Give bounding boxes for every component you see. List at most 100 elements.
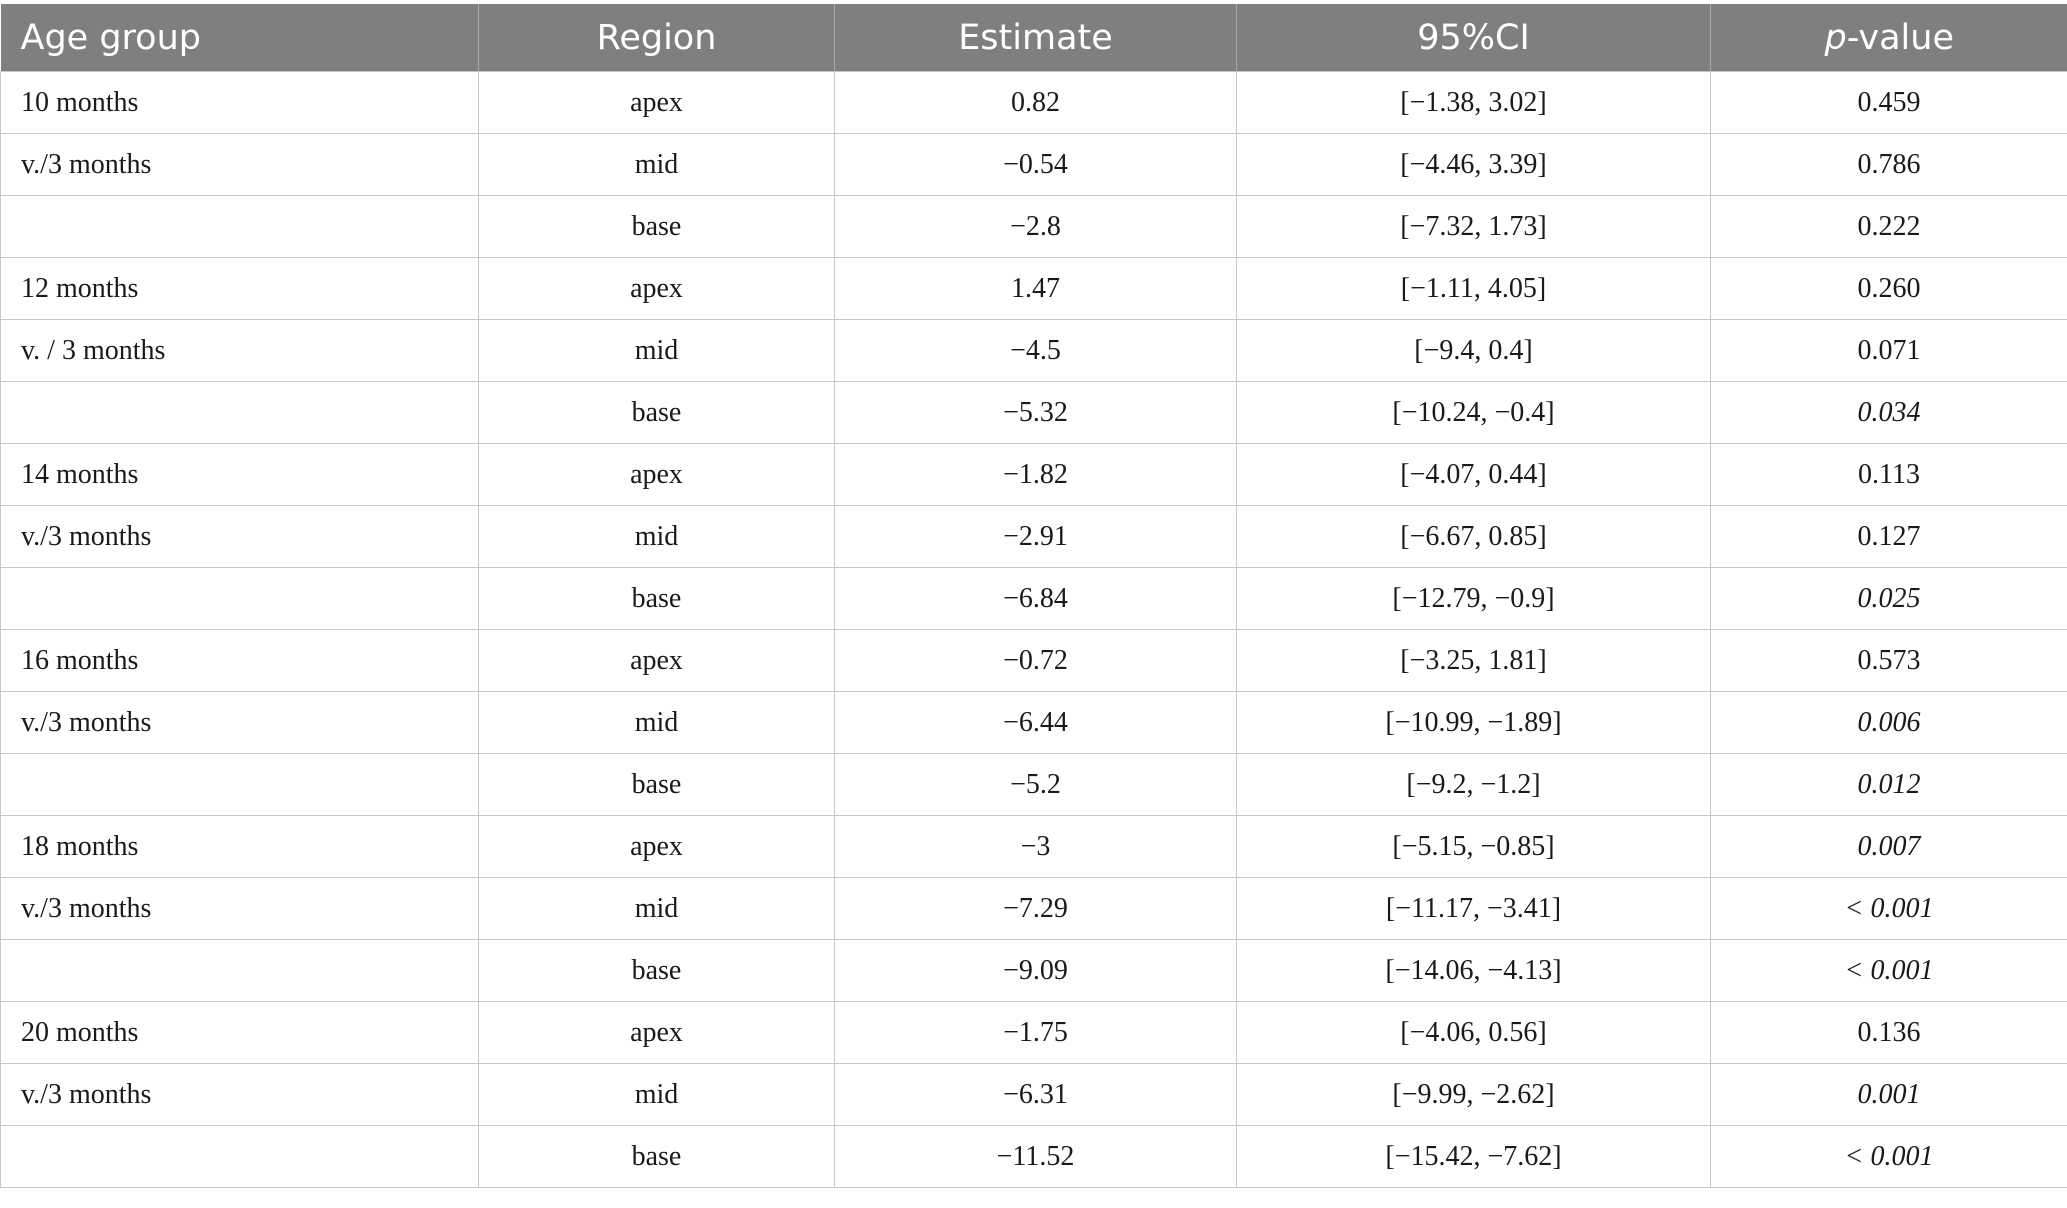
table-row: v./3 months mid −2.91 [−6.67, 0.85] 0.127 — [0, 505, 2067, 568]
cell-region: base — [478, 567, 835, 630]
table-row: base −5.32 [−10.24, −0.4] 0.034 — [0, 381, 2067, 444]
cell-ci: [−10.99, −1.89] — [1236, 691, 1711, 754]
cell-ci: [−14.06, −4.13] — [1236, 939, 1711, 1002]
cell-age-group: 18 months — [0, 815, 479, 878]
cell-age-group: v./3 months — [0, 505, 479, 568]
cell-p-value: < 0.001 — [1710, 1125, 2067, 1188]
cell-estimate: −1.75 — [834, 1001, 1237, 1064]
cell-region: apex — [478, 443, 835, 506]
cell-p-value: 0.459 — [1710, 71, 2067, 134]
header-region: Region — [478, 4, 835, 72]
cell-p-value: 0.012 — [1710, 753, 2067, 816]
cell-region: mid — [478, 877, 835, 940]
cell-ci: [−9.99, −2.62] — [1236, 1063, 1711, 1126]
cell-ci: [−9.4, 0.4] — [1236, 319, 1711, 382]
cell-region: apex — [478, 257, 835, 320]
cell-estimate: −6.31 — [834, 1063, 1237, 1126]
header-estimate: Estimate — [834, 4, 1237, 72]
table-body: 10 months apex 0.82 [−1.38, 3.02] 0.459 v./3 … — [0, 71, 2067, 1188]
cell-p-value: 0.034 — [1710, 381, 2067, 444]
cell-estimate: −11.52 — [834, 1125, 1237, 1188]
cell-ci: [−5.15, −0.85] — [1236, 815, 1711, 878]
cell-estimate: −0.54 — [834, 133, 1237, 196]
header-row: Age group Region Estimate 95%CI p-value — [0, 4, 2067, 72]
cell-estimate: −6.44 — [834, 691, 1237, 754]
table-row: v./3 months mid −7.29 [−11.17, −3.41] < 0.00… — [0, 877, 2067, 940]
cell-ci: [−10.24, −0.4] — [1236, 381, 1711, 444]
cell-estimate: −5.32 — [834, 381, 1237, 444]
cell-ci: [−9.2, −1.2] — [1236, 753, 1711, 816]
table-row: base −5.2 [−9.2, −1.2] 0.012 — [0, 753, 2067, 816]
cell-age-group — [0, 753, 479, 816]
cell-p-value: < 0.001 — [1710, 877, 2067, 940]
cell-ci: [−4.07, 0.44] — [1236, 443, 1711, 506]
cell-region: apex — [478, 71, 835, 134]
cell-region: mid — [478, 319, 835, 382]
cell-estimate: −6.84 — [834, 567, 1237, 630]
cell-age-group: v./3 months — [0, 1063, 479, 1126]
cell-age-group: 14 months — [0, 443, 479, 506]
cell-p-value: 0.025 — [1710, 567, 2067, 630]
cell-ci: [−6.67, 0.85] — [1236, 505, 1711, 568]
cell-age-group: 20 months — [0, 1001, 479, 1064]
cell-region: base — [478, 381, 835, 444]
cell-age-group — [0, 939, 479, 1002]
cell-age-group — [0, 195, 479, 258]
cell-estimate: −1.82 — [834, 443, 1237, 506]
table-row: 10 months apex 0.82 [−1.38, 3.02] 0.459 — [0, 71, 2067, 134]
cell-age-group: v. / 3 months — [0, 319, 479, 382]
table-row: 14 months apex −1.82 [−4.07, 0.44] 0.113 — [0, 443, 2067, 506]
cell-age-group: 10 months — [0, 71, 479, 134]
cell-ci: [−15.42, −7.62] — [1236, 1125, 1711, 1188]
cell-ci: [−7.32, 1.73] — [1236, 195, 1711, 258]
cell-region: apex — [478, 629, 835, 692]
cell-ci: [−1.11, 4.05] — [1236, 257, 1711, 320]
header-age-group: Age group — [0, 4, 479, 72]
cell-estimate: 1.47 — [834, 257, 1237, 320]
cell-region: mid — [478, 1063, 835, 1126]
cell-estimate: −2.8 — [834, 195, 1237, 258]
cell-p-value: 0.071 — [1710, 319, 2067, 382]
table-row: base −9.09 [−14.06, −4.13] < 0.001 — [0, 939, 2067, 1002]
table-row: v./3 months mid −6.44 [−10.99, −1.89] 0.006 — [0, 691, 2067, 754]
cell-p-value: 0.222 — [1710, 195, 2067, 258]
table-header: Age group Region Estimate 95%CI p-value — [0, 4, 2067, 72]
cell-region: base — [478, 195, 835, 258]
table-row: base −2.8 [−7.32, 1.73] 0.222 — [0, 195, 2067, 258]
cell-estimate: −3 — [834, 815, 1237, 878]
cell-region: base — [478, 1125, 835, 1188]
cell-p-value: 0.113 — [1710, 443, 2067, 506]
cell-ci: [−1.38, 3.02] — [1236, 71, 1711, 134]
results-table: Age group Region Estimate 95%CI p-value … — [0, 4, 2067, 1188]
cell-age-group: 16 months — [0, 629, 479, 692]
cell-p-value: 0.006 — [1710, 691, 2067, 754]
cell-p-value: 0.260 — [1710, 257, 2067, 320]
cell-region: mid — [478, 691, 835, 754]
cell-region: mid — [478, 133, 835, 196]
cell-age-group: v./3 months — [0, 877, 479, 940]
cell-region: base — [478, 753, 835, 816]
cell-region: mid — [478, 505, 835, 568]
header-p-letter: p — [1824, 17, 1847, 58]
cell-age-group — [0, 567, 479, 630]
table-row: 12 months apex 1.47 [−1.11, 4.05] 0.260 — [0, 257, 2067, 320]
cell-age-group: 12 months — [0, 257, 479, 320]
cell-region: apex — [478, 1001, 835, 1064]
table-row: base −6.84 [−12.79, −0.9] 0.025 — [0, 567, 2067, 630]
results-table-container: Age group Region Estimate 95%CI p-value … — [0, 4, 2067, 1188]
cell-ci: [−11.17, −3.41] — [1236, 877, 1711, 940]
cell-p-value: < 0.001 — [1710, 939, 2067, 1002]
table-row: 16 months apex −0.72 [−3.25, 1.81] 0.573 — [0, 629, 2067, 692]
cell-p-value: 0.001 — [1710, 1063, 2067, 1126]
cell-estimate: −4.5 — [834, 319, 1237, 382]
cell-estimate: −0.72 — [834, 629, 1237, 692]
cell-age-group — [0, 381, 479, 444]
table-row: v./3 months mid −0.54 [−4.46, 3.39] 0.786 — [0, 133, 2067, 196]
cell-p-value: 0.573 — [1710, 629, 2067, 692]
table-row: base −11.52 [−15.42, −7.62] < 0.001 — [0, 1125, 2067, 1188]
cell-age-group: v./3 months — [0, 691, 479, 754]
table-row: 20 months apex −1.75 [−4.06, 0.56] 0.136 — [0, 1001, 2067, 1064]
header-p-value: p-value — [1710, 4, 2067, 72]
cell-ci: [−4.06, 0.56] — [1236, 1001, 1711, 1064]
cell-estimate: −7.29 — [834, 877, 1237, 940]
